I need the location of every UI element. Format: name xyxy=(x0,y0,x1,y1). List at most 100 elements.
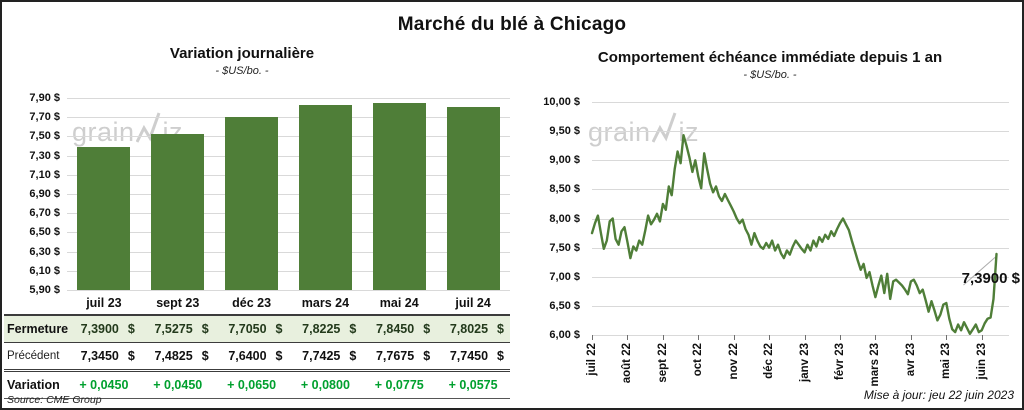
line-x-tick-label: déc 22 xyxy=(763,343,776,379)
line-x-tick-mark xyxy=(698,335,700,340)
currency-symbol: $ xyxy=(349,349,357,363)
bar-y-tick-label: 7,30 $ xyxy=(29,149,60,162)
line-gridline xyxy=(592,276,1009,278)
table-cell-precedent: 7,7425 $ xyxy=(289,349,363,363)
table-cell-precedent: 7,4825 $ xyxy=(141,349,215,363)
table-cell-fermeture: 7,8225 $ xyxy=(289,322,363,336)
table-cell-fermeture: 7,3900 $ xyxy=(67,322,141,336)
line-gridline xyxy=(592,335,1009,336)
table-column-header: déc 23 xyxy=(232,296,272,310)
table-row-precedent: Précédent 7,3450 $ 7,4825 $7,6400 $7,7425 $7,7… xyxy=(4,343,510,372)
bar-gridline xyxy=(67,213,510,215)
cell-value: 7,7050 xyxy=(228,322,267,336)
bar-déc-23 xyxy=(225,116,279,290)
bar-gridline xyxy=(67,232,510,234)
bar-chart-y-axis: 7,90 $ 7,70 $ 7,50 $ 7,30 $ 7,10 $ 6,90 $ 6,70… xyxy=(2,92,60,296)
bar-mars-24 xyxy=(298,105,352,290)
bar-y-tick-label: 5,90 $ xyxy=(29,284,60,296)
bar-gridline xyxy=(67,98,510,99)
currency-symbol: $ xyxy=(497,349,504,363)
table-row-fermeture: Fermeture 7,3900 $7,5275 $7,7050 $7,8225 $7,8… xyxy=(4,314,510,343)
last-price-annotation: 7,3900 $ xyxy=(961,270,1020,287)
line-x-tick-label: juin 23 xyxy=(975,343,988,380)
cell-value: 7,6400 xyxy=(228,349,267,363)
line-x-tick-mark xyxy=(910,335,912,340)
currency-symbol: $ xyxy=(201,322,209,336)
currency-symbol: $ xyxy=(201,349,209,363)
line-y-tick-label: 7,00 $ xyxy=(549,270,580,283)
cell-value: 7,8225 xyxy=(302,322,341,336)
watermark-text-grain: grain xyxy=(72,117,135,147)
line-y-tick-label: 9,00 $ xyxy=(549,154,580,167)
cell-value: 7,4825 xyxy=(154,349,193,363)
table-cell-variation: + 0,0650 xyxy=(227,378,277,392)
bar-y-tick-label: 7,10 $ xyxy=(29,168,60,181)
table-cell-precedent: 7,3450 $ xyxy=(67,349,141,363)
line-x-tick-label: juil 22 xyxy=(586,343,598,376)
currency-symbol: $ xyxy=(497,322,504,336)
currency-symbol: $ xyxy=(127,322,135,336)
table-column-header: juil 23 xyxy=(86,296,122,310)
table-cell-variation: + 0,0450 xyxy=(153,378,203,392)
price-line-chart xyxy=(590,134,998,336)
zigzag-line-chart-icon xyxy=(651,112,676,143)
line-y-tick-label: 6,00 $ xyxy=(549,329,580,341)
bar-y-tick-label: 7,70 $ xyxy=(29,111,60,124)
bar-chart-title: Variation journalière xyxy=(169,45,315,62)
line-chart-subtitle: - $US/bo. - xyxy=(743,69,797,81)
table-column-header: mai 24 xyxy=(379,296,419,310)
line-x-tick-label: sept 22 xyxy=(656,343,669,383)
line-chart-y-axis: 10,00 $ 9,50 $ 9,00 $ 8,50 $ 8,00 $ 7,50 $ 7,0… xyxy=(520,96,580,341)
line-x-tick-label: févr 23 xyxy=(834,343,846,381)
line-x-tick-label: nov 22 xyxy=(727,343,740,380)
table-cell-fermeture: 7,8450 $ xyxy=(362,322,436,336)
line-x-tick-mark xyxy=(875,335,877,340)
bar-y-tick-label: 6,70 $ xyxy=(29,207,60,220)
line-y-tick-label: 7,50 $ xyxy=(549,241,580,254)
row-label-precedent: Précédent xyxy=(7,350,60,362)
line-x-tick-label: oct 22 xyxy=(692,343,705,377)
bar-y-tick-label: 6,50 $ xyxy=(29,226,60,239)
table-row-variation: Variation + 0,0450 + 0,0450 + 0,0650 + 0,080… xyxy=(4,372,510,399)
table-cell-precedent: 7,7450 $ xyxy=(436,349,510,363)
table-cell-variation: + 0,0575 xyxy=(448,378,498,392)
table-column-header: juil 24 xyxy=(455,296,491,310)
bar-gridline xyxy=(67,174,510,176)
line-x-tick-mark xyxy=(840,335,841,340)
bar-sept-23 xyxy=(151,133,205,290)
line-gridline xyxy=(592,160,1009,162)
bar-gridline xyxy=(67,117,510,119)
row-label-variation: Variation xyxy=(7,378,60,392)
line-y-tick-label: 8,50 $ xyxy=(549,183,580,196)
table-cell-variation: + 0,0450 xyxy=(79,378,129,392)
bar-y-tick-label: 6,10 $ xyxy=(29,264,60,277)
row-label-fermeture: Fermeture xyxy=(7,322,69,336)
cell-value: 7,7675 xyxy=(375,349,415,363)
line-x-tick-mark xyxy=(804,335,806,340)
line-x-tick-mark xyxy=(981,335,983,340)
currency-symbol: $ xyxy=(275,349,283,363)
bar-y-tick-label: 6,30 $ xyxy=(29,245,60,258)
line-x-tick-label: avr 23 xyxy=(904,343,917,377)
annotation-leader-line xyxy=(963,256,996,286)
table-cell-variation: + 0,0775 xyxy=(374,378,424,392)
cell-value: 7,8450 xyxy=(375,322,415,336)
line-x-tick-mark xyxy=(592,335,593,340)
currency-symbol: $ xyxy=(423,349,431,363)
line-x-tick-label: mai 23 xyxy=(940,343,953,379)
update-date-note: Mise à jour: jeu 22 juin 2023 xyxy=(863,388,1014,402)
line-x-tick-label: août 22 xyxy=(621,343,634,384)
line-gridline xyxy=(592,131,1009,133)
cell-value: 7,7425 xyxy=(302,349,341,363)
table-cell-variation: + 0,0800 xyxy=(300,378,350,392)
line-chart-title: Comportement échéance immédiate depuis 1… xyxy=(597,49,943,66)
table-column-header: sept 23 xyxy=(156,296,200,310)
price-table: juil 23 sept 23 déc 23 mars 24 mai 24 juil 24… xyxy=(4,292,510,399)
line-gridline xyxy=(592,189,1009,191)
bar-chart-plot: grain iz xyxy=(67,98,510,291)
page-title: Marché du blé à Chicago xyxy=(397,14,627,35)
wheat-price-line xyxy=(590,134,998,336)
cell-value: 7,3900 xyxy=(80,322,119,336)
bar-gridline xyxy=(67,270,510,272)
bar-gridline xyxy=(67,194,510,195)
